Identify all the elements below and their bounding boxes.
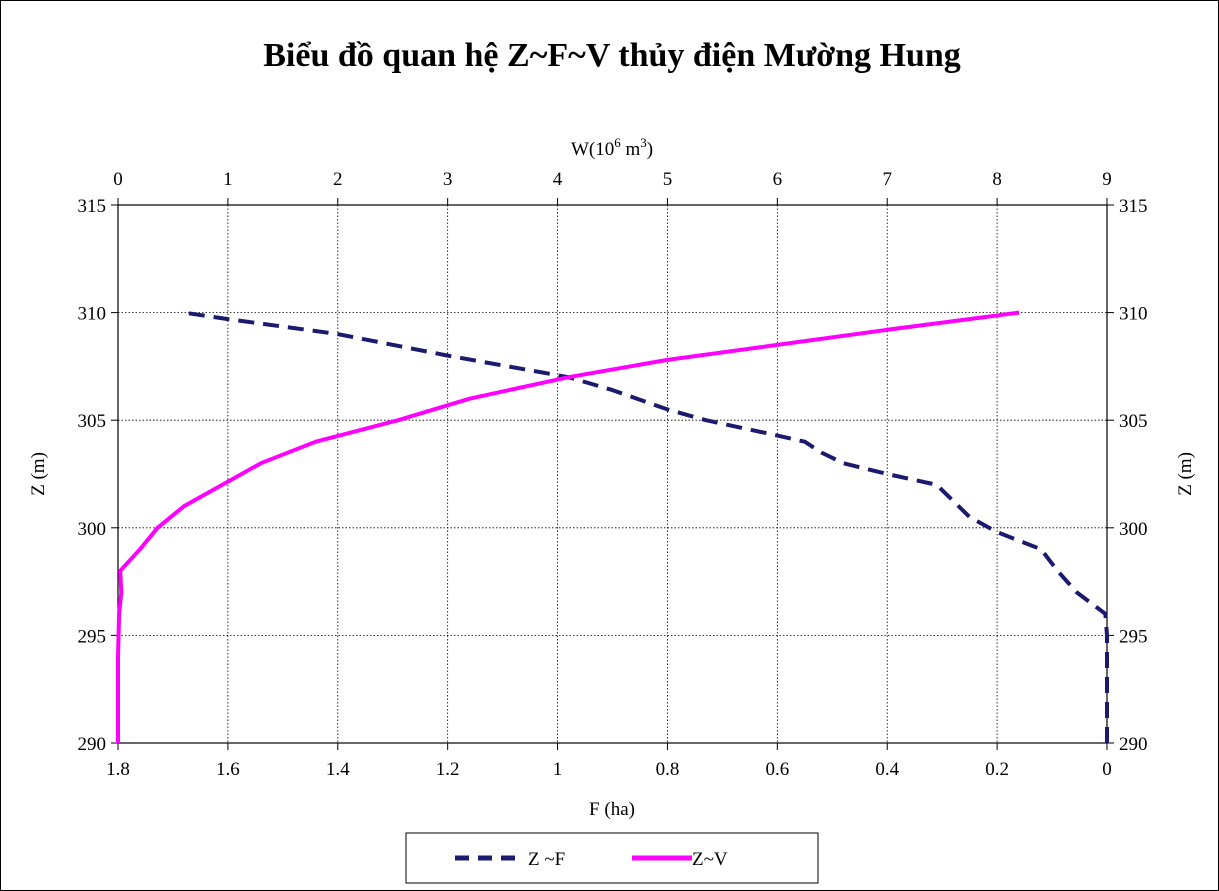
- x-top-axis-title-main: W(10: [571, 139, 614, 160]
- x-top-tick-label: 1: [223, 169, 233, 190]
- x-top-tick-label: 7: [882, 169, 892, 190]
- plot-area: [117, 204, 1108, 744]
- y-right-tick-label: 290: [1119, 734, 1148, 755]
- y-right-axis-title: Z (m): [1175, 452, 1196, 496]
- x-top-axis-title-unit: m: [621, 139, 641, 160]
- x-bottom-tick-label: 1.2: [436, 759, 460, 780]
- gridlines: [118, 205, 1107, 743]
- x-bottom-tick-label: 0: [1102, 759, 1112, 780]
- x-bottom-tick-label: 0.2: [985, 759, 1009, 780]
- x-top-tick-label: 9: [1102, 169, 1112, 190]
- x-top-axis-title-end: ): [647, 139, 653, 160]
- legend-label-z-v: Z~V: [692, 849, 728, 870]
- x-bottom-tick-label: 1.6: [216, 759, 240, 780]
- x-top-tick-label: 0: [113, 169, 123, 190]
- y-left-tick-label: 305: [78, 411, 107, 432]
- x-top-axis-title-sup: 6: [614, 135, 621, 150]
- y-left-tick-label: 295: [78, 626, 107, 647]
- x-top-axis-title: W(106 m3): [571, 135, 653, 160]
- x-bottom-axis-title: F (ha): [589, 799, 635, 820]
- x-top-tick-label: 2: [333, 169, 343, 190]
- x-bottom-tick-label: 1.4: [326, 759, 350, 780]
- x-top-tick-label: 4: [553, 169, 563, 190]
- series-line-z-v: [116, 310, 1020, 743]
- y-left-axis-title: Z (m): [28, 452, 49, 496]
- x-bottom-tick-label: 1.8: [106, 759, 130, 780]
- y-left-tick-label: 300: [78, 519, 107, 540]
- x-top-axis-title-sup2: 3: [640, 135, 647, 150]
- y-left-tick-label: 310: [78, 304, 107, 325]
- y-right-tick-label: 310: [1119, 304, 1148, 325]
- y-left-tick-label: 290: [78, 734, 107, 755]
- legend-box: [405, 832, 819, 884]
- series-line-z-f: [183, 310, 1109, 743]
- legend-label-z-f: Z ~F: [528, 849, 565, 870]
- x-bottom-tick-label: 1: [553, 759, 563, 780]
- y-right-tick-label: 295: [1119, 626, 1148, 647]
- x-bottom-tick-label: 0.4: [875, 759, 899, 780]
- x-bottom-tick-label: 0.8: [656, 759, 680, 780]
- x-top-tick-label: 6: [773, 169, 783, 190]
- y-right-tick-label: 305: [1119, 411, 1148, 432]
- x-top-tick-label: 5: [663, 169, 673, 190]
- y-right-tick-label: 315: [1119, 196, 1148, 217]
- x-top-tick-label: 3: [443, 169, 453, 190]
- series-lines: [116, 310, 1109, 743]
- x-bottom-tick-label: 0.6: [765, 759, 789, 780]
- x-top-tick-label: 8: [992, 169, 1002, 190]
- y-right-tick-label: 300: [1119, 519, 1148, 540]
- chart-title: Biểu đồ quan hệ Z~F~V thủy điện Mường Hu…: [263, 37, 961, 74]
- y-left-tick-label: 315: [78, 196, 107, 217]
- legend: Z ~F Z~V: [405, 832, 819, 884]
